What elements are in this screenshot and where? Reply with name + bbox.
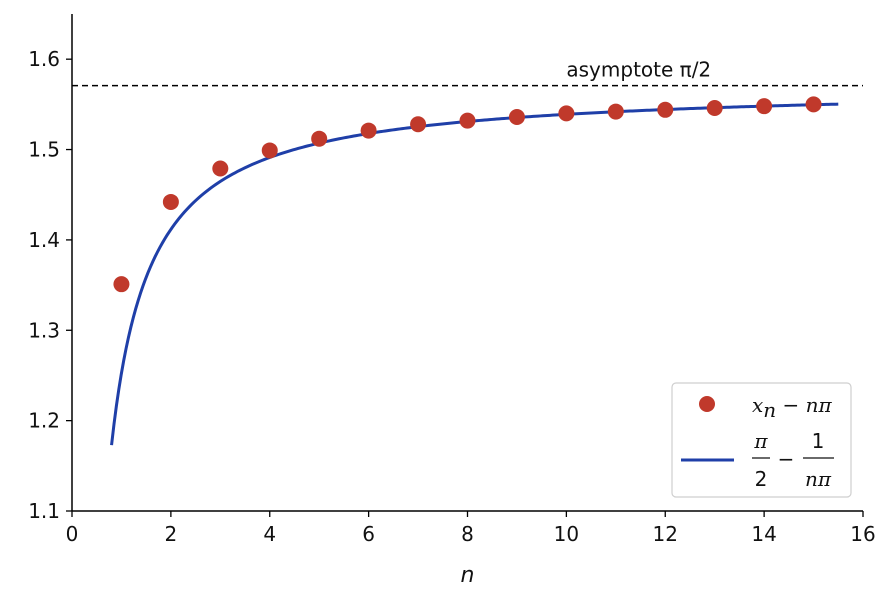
data-point-11 bbox=[607, 103, 624, 120]
data-point-10 bbox=[558, 105, 575, 122]
y-tick-label-0: 1.1 bbox=[28, 499, 60, 523]
x-tick-label-4: 8 bbox=[461, 522, 474, 546]
data-point-13 bbox=[706, 99, 723, 116]
data-point-3 bbox=[212, 160, 229, 177]
x-tick-label-7: 14 bbox=[751, 522, 776, 546]
data-point-4 bbox=[261, 142, 278, 159]
x-tick-label-2: 4 bbox=[263, 522, 276, 546]
x-tick-label-8: 16 bbox=[850, 522, 875, 546]
x-tick-label-5: 10 bbox=[554, 522, 579, 546]
data-point-2 bbox=[162, 193, 179, 210]
asymptote: asymptote π/2 bbox=[72, 58, 863, 87]
data-point-7 bbox=[410, 116, 427, 133]
legend: xn − nπ π 2 − 1 nπ bbox=[671, 382, 852, 498]
svg-text:2: 2 bbox=[755, 467, 768, 491]
svg-text:nπ: nπ bbox=[805, 467, 832, 491]
x-tick-label-0: 0 bbox=[66, 522, 79, 546]
data-point-1 bbox=[113, 276, 130, 293]
data-point-12 bbox=[657, 101, 674, 118]
data-point-15 bbox=[805, 96, 822, 113]
x-tick-label-3: 6 bbox=[362, 522, 375, 546]
y-tick-label-5: 1.6 bbox=[28, 47, 60, 71]
data-point-14 bbox=[756, 98, 773, 115]
data-point-8 bbox=[459, 112, 476, 129]
y-tick-label-4: 1.5 bbox=[28, 138, 60, 162]
data-point-5 bbox=[311, 130, 328, 147]
ticks: 0 2 4 6 8 10 12 14 161.11.21.31.41.51.6 bbox=[28, 47, 876, 546]
legend-label-points: xn − nπ bbox=[752, 393, 833, 422]
y-tick-label-3: 1.4 bbox=[28, 228, 60, 252]
legend-label-curve: π 2 − 1 nπ bbox=[752, 429, 834, 491]
asymptote-label: asymptote π/2 bbox=[566, 58, 711, 82]
data-point-9 bbox=[508, 109, 525, 126]
y-tick-label-2: 1.3 bbox=[28, 318, 60, 342]
points-series bbox=[113, 96, 822, 293]
legend-marker-points bbox=[699, 396, 715, 412]
x-tick-label-6: 12 bbox=[653, 522, 678, 546]
x-axis-label: n bbox=[461, 563, 475, 588]
data-point-6 bbox=[360, 122, 377, 139]
y-tick-label-1: 1.2 bbox=[28, 409, 60, 433]
svg-text:π: π bbox=[753, 429, 768, 453]
svg-text:1: 1 bbox=[812, 429, 825, 453]
x-tick-label-1: 2 bbox=[165, 522, 178, 546]
legend-box bbox=[671, 382, 852, 498]
svg-text:−: − bbox=[778, 447, 795, 471]
